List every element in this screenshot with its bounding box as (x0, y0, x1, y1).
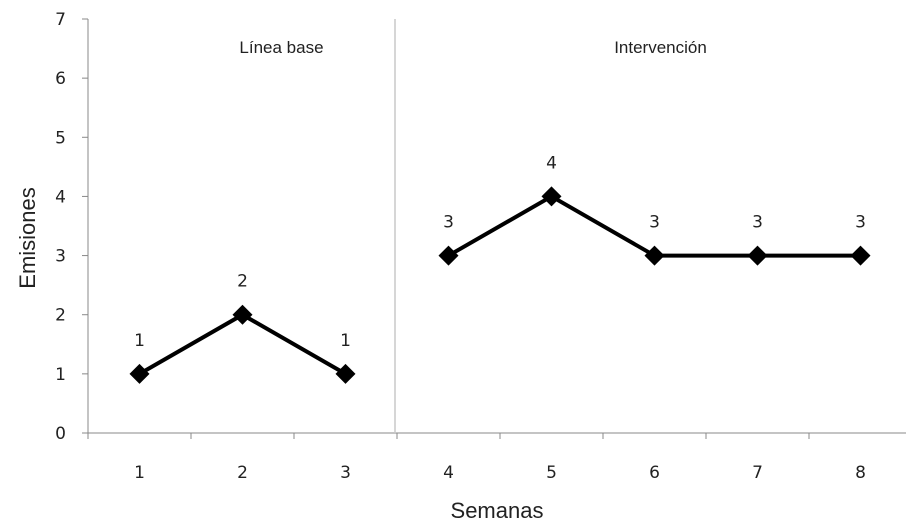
data-labels: 1 2 1 3 4 3 3 3 (134, 153, 866, 350)
x-tick-label: 3 (340, 463, 351, 483)
series-markers (129, 186, 871, 384)
data-point-marker (541, 186, 562, 207)
phase-label-intervention: Intervención (614, 38, 707, 57)
tick-labels: 0 1 2 3 4 5 6 7 1 2 3 4 5 6 7 8 (55, 10, 866, 483)
data-label: 4 (546, 153, 557, 173)
data-label: 1 (340, 331, 351, 351)
y-axis-title: Emisiones (15, 187, 40, 288)
y-tick-label: 0 (55, 424, 66, 444)
data-point-marker (850, 245, 871, 266)
x-tick-label: 8 (855, 463, 866, 483)
y-tick-label: 2 (55, 306, 66, 326)
y-tick-label: 1 (55, 365, 66, 385)
data-point-marker (747, 245, 768, 266)
phase-label-baseline: Línea base (239, 38, 323, 57)
phase-labels: Línea base Intervención (239, 38, 706, 57)
data-label: 3 (855, 213, 866, 233)
y-tick-label: 5 (55, 128, 66, 148)
x-tick-label: 6 (649, 463, 660, 483)
data-label: 3 (752, 213, 763, 233)
x-axis-title: Semanas (451, 498, 544, 523)
data-label: 3 (443, 213, 454, 233)
data-point-marker (232, 304, 253, 325)
x-tick-label: 4 (443, 463, 454, 483)
axes (82, 18, 906, 439)
x-tick-label: 2 (237, 463, 248, 483)
data-label: 3 (649, 213, 660, 233)
y-tick-label: 6 (55, 69, 66, 89)
x-tick-label: 7 (752, 463, 763, 483)
data-label: 2 (237, 272, 248, 292)
data-point-marker (438, 245, 459, 266)
y-tick-label: 4 (55, 187, 66, 207)
data-point-marker (644, 245, 665, 266)
y-tick-label: 7 (55, 10, 66, 30)
x-tick-label: 1 (134, 463, 145, 483)
y-tick-label: 3 (55, 247, 66, 267)
data-point-marker (129, 363, 150, 384)
data-point-marker (335, 363, 356, 384)
data-label: 1 (134, 331, 145, 351)
x-tick-label: 5 (546, 463, 557, 483)
